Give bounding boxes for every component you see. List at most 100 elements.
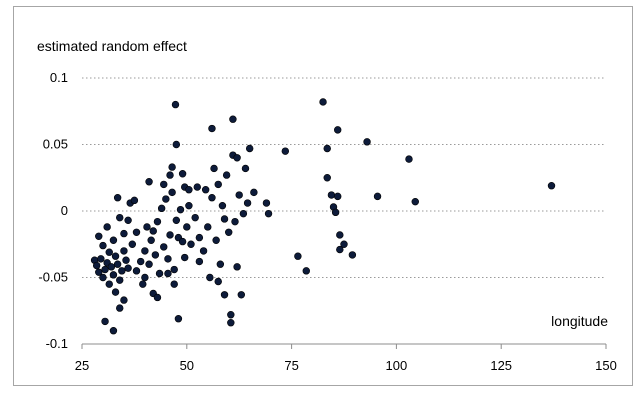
data-point	[172, 140, 181, 149]
data-point	[132, 228, 141, 236]
data-point	[105, 248, 113, 256]
data-point	[411, 197, 419, 206]
data-point	[99, 241, 107, 250]
data-point	[168, 188, 176, 197]
data-point	[204, 223, 212, 231]
x-tick-label: 75	[284, 358, 298, 373]
data-point	[99, 273, 107, 282]
y-tick-label: 0.05	[43, 137, 68, 152]
data-point	[136, 257, 145, 266]
data-point	[103, 223, 111, 231]
data-point	[171, 100, 180, 109]
data-point	[334, 192, 342, 201]
data-point	[199, 247, 208, 255]
data-point	[319, 98, 327, 106]
data-point	[116, 276, 124, 284]
data-point	[220, 291, 229, 299]
data-point	[120, 229, 128, 238]
data-point	[225, 228, 233, 236]
data-point	[214, 277, 222, 286]
data-point	[174, 315, 183, 323]
y-axis-ticks: -0.1 -0.05 0 0.05 0.1	[38, 70, 68, 351]
data-point	[107, 263, 116, 271]
data-point	[302, 267, 310, 275]
data-point	[195, 233, 204, 242]
data-point	[143, 223, 151, 231]
data-point	[109, 271, 118, 279]
data-point	[405, 155, 413, 163]
data-point	[166, 171, 174, 179]
data-point	[239, 209, 248, 218]
y-tick-label: -0.05	[38, 270, 68, 285]
data-point	[233, 263, 241, 271]
x-tick-label: 125	[490, 358, 512, 373]
data-point	[227, 311, 235, 319]
y-tick-label: 0.1	[50, 70, 68, 85]
data-point	[206, 273, 214, 282]
data-point	[149, 227, 157, 235]
data-point	[220, 215, 229, 223]
data-point	[336, 231, 344, 239]
data-point	[281, 147, 290, 155]
data-point	[145, 260, 153, 268]
data-point	[331, 208, 340, 217]
data-point	[101, 317, 109, 326]
y-tick-label: -0.1	[46, 336, 68, 351]
data-point	[210, 164, 218, 173]
data-point	[183, 223, 191, 231]
data-point	[185, 186, 193, 194]
data-point	[92, 261, 101, 270]
data-point	[170, 265, 178, 274]
data-point	[208, 124, 216, 133]
data-point	[153, 217, 162, 226]
data-point	[193, 183, 201, 191]
data-point	[124, 264, 132, 272]
data-point	[373, 192, 382, 201]
x-tick-label: 100	[386, 358, 408, 373]
data-point	[113, 260, 122, 268]
data-point	[151, 251, 160, 259]
data-point	[229, 115, 237, 123]
data-point	[181, 253, 189, 262]
data-point	[176, 205, 185, 214]
data-point	[153, 293, 162, 302]
data-point	[294, 252, 302, 260]
data-point	[162, 195, 170, 203]
data-point	[250, 188, 258, 197]
data-point	[130, 196, 139, 205]
data-point	[109, 327, 118, 335]
x-tick-label: 25	[75, 358, 89, 373]
data-point	[185, 201, 193, 210]
data-point	[116, 304, 124, 312]
data-point	[116, 213, 124, 222]
data-point	[155, 269, 164, 278]
data-point	[120, 247, 128, 255]
data-point	[120, 296, 128, 304]
data-point	[208, 194, 216, 202]
data-point	[334, 126, 342, 134]
data-point	[160, 180, 168, 189]
data-point	[141, 247, 149, 255]
data-point	[168, 163, 176, 171]
data-point	[363, 138, 371, 146]
gridlines	[82, 77, 606, 278]
data-point	[111, 288, 120, 296]
data-point	[105, 280, 113, 288]
data-point	[233, 154, 241, 162]
data-point	[201, 186, 210, 194]
x-tick-label: 50	[180, 358, 194, 373]
data-point	[109, 236, 118, 244]
data-point	[218, 201, 227, 210]
data-point	[237, 291, 245, 299]
data-point	[262, 199, 271, 207]
data-point	[264, 209, 273, 218]
data-point	[124, 216, 132, 225]
data-point	[95, 268, 103, 276]
data-point	[187, 240, 195, 248]
data-points	[90, 98, 556, 335]
x-tick-label: 150	[595, 358, 617, 373]
y-axis-title: estimated random effect	[37, 38, 187, 54]
data-point	[191, 213, 199, 222]
data-point	[128, 240, 137, 248]
data-point	[118, 267, 126, 275]
